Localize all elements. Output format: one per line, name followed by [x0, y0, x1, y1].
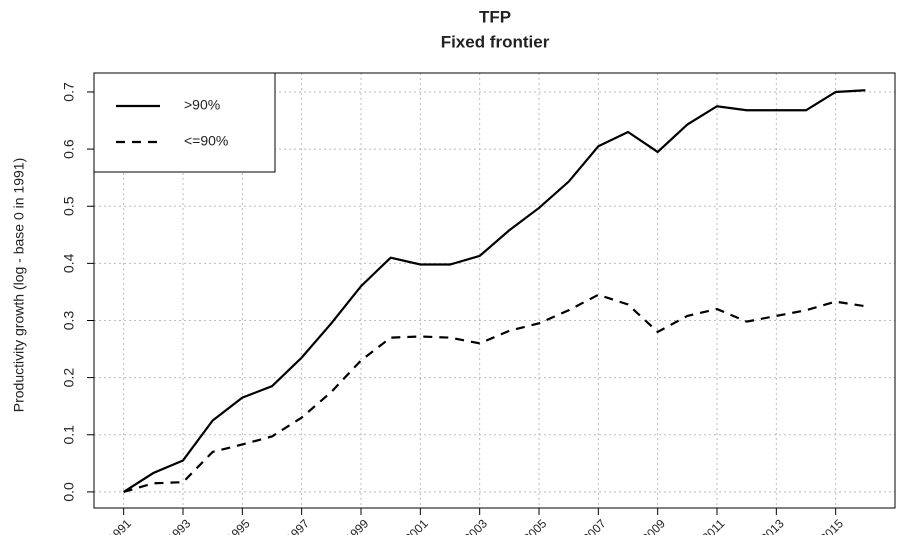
x-tick-label: 2011	[699, 516, 727, 535]
x-tick-label: 1993	[165, 516, 194, 535]
x-tick-label: 1997	[283, 516, 312, 535]
chart-title: TFP	[479, 7, 511, 26]
legend-label: <=90%	[184, 133, 228, 149]
x-tick-label: 1995	[224, 516, 253, 535]
x-tick-label: 2007	[580, 516, 609, 535]
y-tick-label: 0.7	[61, 82, 77, 102]
x-tick-label: 1991	[105, 516, 134, 535]
y-tick-label: 0.6	[61, 139, 77, 159]
y-tick-label: 0.1	[61, 425, 77, 445]
x-tick-label: 2005	[521, 516, 550, 535]
series-line	[123, 293, 866, 493]
x-tick-label: 2003	[461, 516, 490, 535]
chart-subtitle: Fixed frontier	[441, 32, 550, 51]
y-axis-label: Productivity growth (log - base 0 in 199…	[11, 158, 27, 412]
x-tick-label: 2009	[639, 516, 668, 535]
x-tick-label: 2001	[402, 516, 431, 535]
y-tick-label: 0.3	[61, 311, 77, 331]
legend-label: >90%	[184, 97, 220, 113]
x-tick-label: 2015	[817, 516, 846, 535]
y-tick-label: 0.4	[61, 253, 77, 273]
series-line	[123, 89, 866, 493]
x-tick-label: 1999	[343, 516, 372, 535]
plot-frame	[93, 72, 896, 509]
y-tick-label: 0.2	[61, 368, 77, 388]
legend-box	[93, 72, 276, 173]
x-tick-label: 2013	[758, 516, 787, 535]
y-tick-label: 0.0	[61, 482, 77, 502]
y-tick-label: 0.5	[61, 196, 77, 216]
